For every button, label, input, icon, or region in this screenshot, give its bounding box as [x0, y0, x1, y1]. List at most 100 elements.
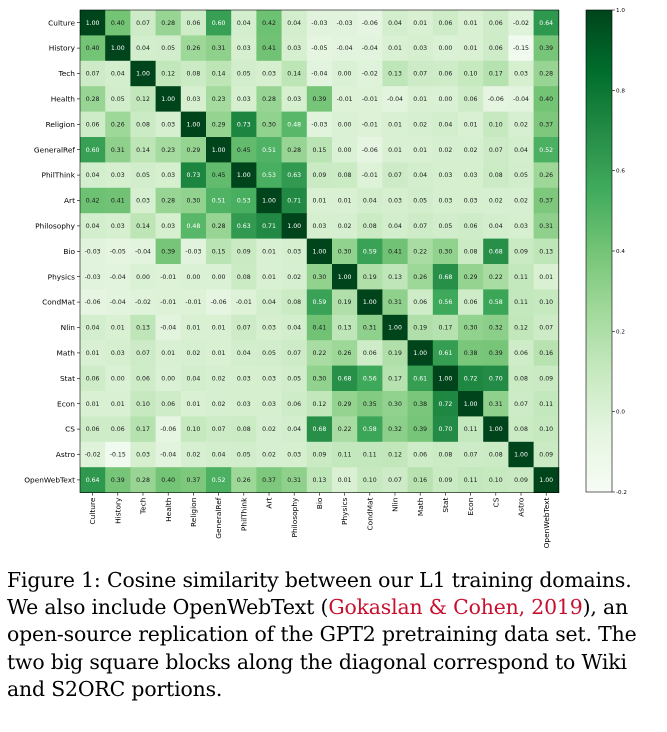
- heatmap-cell: [483, 365, 509, 392]
- cell-value-label: 0.22: [413, 248, 427, 255]
- cell-value-label: 0.06: [439, 20, 453, 27]
- heatmap-cell: [256, 441, 282, 468]
- cell-value-label: 0.03: [237, 375, 251, 382]
- heatmap-cell: [407, 111, 434, 138]
- heatmap-cell: [458, 60, 484, 87]
- cell-value-label: 0.07: [489, 147, 503, 154]
- cell-value-label: 0.63: [287, 172, 301, 179]
- heatmap-cell: [357, 467, 383, 493]
- heatmap-cell: [155, 264, 182, 290]
- cell-value-label: 0.05: [237, 71, 251, 78]
- cell-value-label: 0.03: [439, 172, 453, 179]
- heatmap-cell: [407, 264, 434, 290]
- heatmap-cell: [180, 365, 207, 392]
- heatmap-cell: [180, 314, 207, 341]
- heatmap-cell: [80, 391, 106, 417]
- heatmap-cell: [80, 238, 106, 265]
- heatmap-cell: [306, 187, 333, 214]
- cell-value-label: 0.02: [262, 426, 276, 433]
- cell-value-label: 0.07: [514, 401, 528, 408]
- cell-value-label: 0.11: [539, 401, 553, 408]
- y-axis-label: Health: [51, 95, 76, 104]
- cell-value-label: 0.02: [464, 147, 478, 154]
- heatmap-cell: [432, 416, 459, 443]
- heatmap-cell: [483, 60, 509, 87]
- heatmap-cell: [281, 467, 308, 493]
- heatmap-cell: [80, 365, 106, 392]
- cell-value-label: 0.40: [161, 477, 175, 484]
- cell-value-label: 0.06: [514, 350, 528, 357]
- cell-value-label: 0.01: [161, 350, 175, 357]
- heatmap-cell: [105, 365, 131, 392]
- heatmap-cell: [357, 10, 383, 36]
- cell-value-label: 0.06: [187, 20, 201, 27]
- cell-value-label: 0.37: [187, 477, 201, 484]
- heatmap-cell: [382, 391, 408, 417]
- heatmap-cell: [281, 10, 308, 36]
- heatmap-cell: [105, 10, 131, 36]
- cell-value-label: 0.06: [136, 375, 150, 382]
- cell-value-label: -0.05: [311, 45, 327, 52]
- heatmap-cell: [357, 137, 383, 163]
- cell-value-label: 0.13: [313, 477, 327, 484]
- cell-value-label: 0.31: [287, 477, 301, 484]
- cell-value-label: 0.06: [86, 375, 100, 382]
- x-axis-label: GeneralRef: [214, 497, 223, 538]
- heatmap-cell: [508, 441, 534, 468]
- cell-value-label: 0.04: [262, 299, 276, 306]
- cell-value-label: 0.12: [388, 452, 402, 459]
- heatmap-cell: [105, 467, 131, 493]
- cell-value-label: 0.11: [464, 477, 478, 484]
- cell-value-label: 0.26: [187, 45, 201, 52]
- cell-value-label: -0.01: [185, 299, 201, 306]
- x-axis-label: Stat: [441, 498, 450, 513]
- heatmap-cell: [80, 111, 106, 138]
- heatmap-cell: [533, 137, 560, 163]
- heatmap-cell: [130, 137, 156, 163]
- heatmap-cell: [231, 35, 257, 62]
- heatmap-cell: [382, 467, 408, 493]
- heatmap-cell: [458, 111, 484, 138]
- cell-value-label: 0.28: [161, 20, 175, 27]
- x-axis-label: Tech: [139, 497, 148, 515]
- heatmap-cell: [155, 238, 182, 265]
- cell-value-label: 0.60: [86, 147, 100, 154]
- heatmap-cell: [180, 10, 207, 36]
- y-axis-label: Culture: [48, 18, 75, 27]
- heatmap-cell: [483, 467, 509, 493]
- heatmap-cell: [281, 365, 308, 392]
- cell-value-label: -0.15: [110, 452, 126, 459]
- heatmap-cell: [357, 86, 383, 112]
- colorbar-tick-label: 0.6: [616, 169, 625, 175]
- heatmap-cell: [407, 213, 434, 239]
- colorbar-gradient: [585, 9, 613, 493]
- heatmap-cell: [432, 10, 459, 36]
- cell-value-label: 0.12: [514, 325, 528, 332]
- heatmap-cell: [483, 441, 509, 468]
- cell-value-label: 0.08: [136, 121, 150, 128]
- heatmap-cell: [306, 289, 333, 316]
- cell-value-label: 0.59: [363, 248, 377, 255]
- heatmap-cell: [332, 111, 358, 138]
- heatmap-cell: [180, 416, 207, 443]
- heatmap-cell: [432, 60, 459, 87]
- heatmap-cell: [256, 264, 282, 290]
- cell-value-label: -0.04: [110, 274, 126, 281]
- heatmap-cell: [130, 111, 156, 138]
- citation-link[interactable]: Gokaslan & Cohen, 2019: [328, 595, 582, 619]
- cell-value-label: 0.07: [287, 350, 301, 357]
- cell-value-label: 0.03: [161, 121, 175, 128]
- heatmap-cell: [483, 111, 509, 138]
- heatmap-cell: [306, 238, 333, 265]
- heatmap-cell: [458, 441, 484, 468]
- heatmap-cell: [407, 441, 434, 468]
- cell-value-label: 0.41: [111, 198, 125, 205]
- cell-value-label: 0.04: [514, 147, 528, 154]
- cell-value-label: 0.01: [464, 121, 478, 128]
- heatmap-cell: [130, 162, 156, 189]
- cell-value-label: 0.00: [111, 375, 125, 382]
- cell-value-label: 0.08: [187, 71, 201, 78]
- heatmap-cell: [483, 187, 509, 214]
- cell-value-label: 0.17: [489, 71, 503, 78]
- cell-value-label: 0.11: [514, 274, 528, 281]
